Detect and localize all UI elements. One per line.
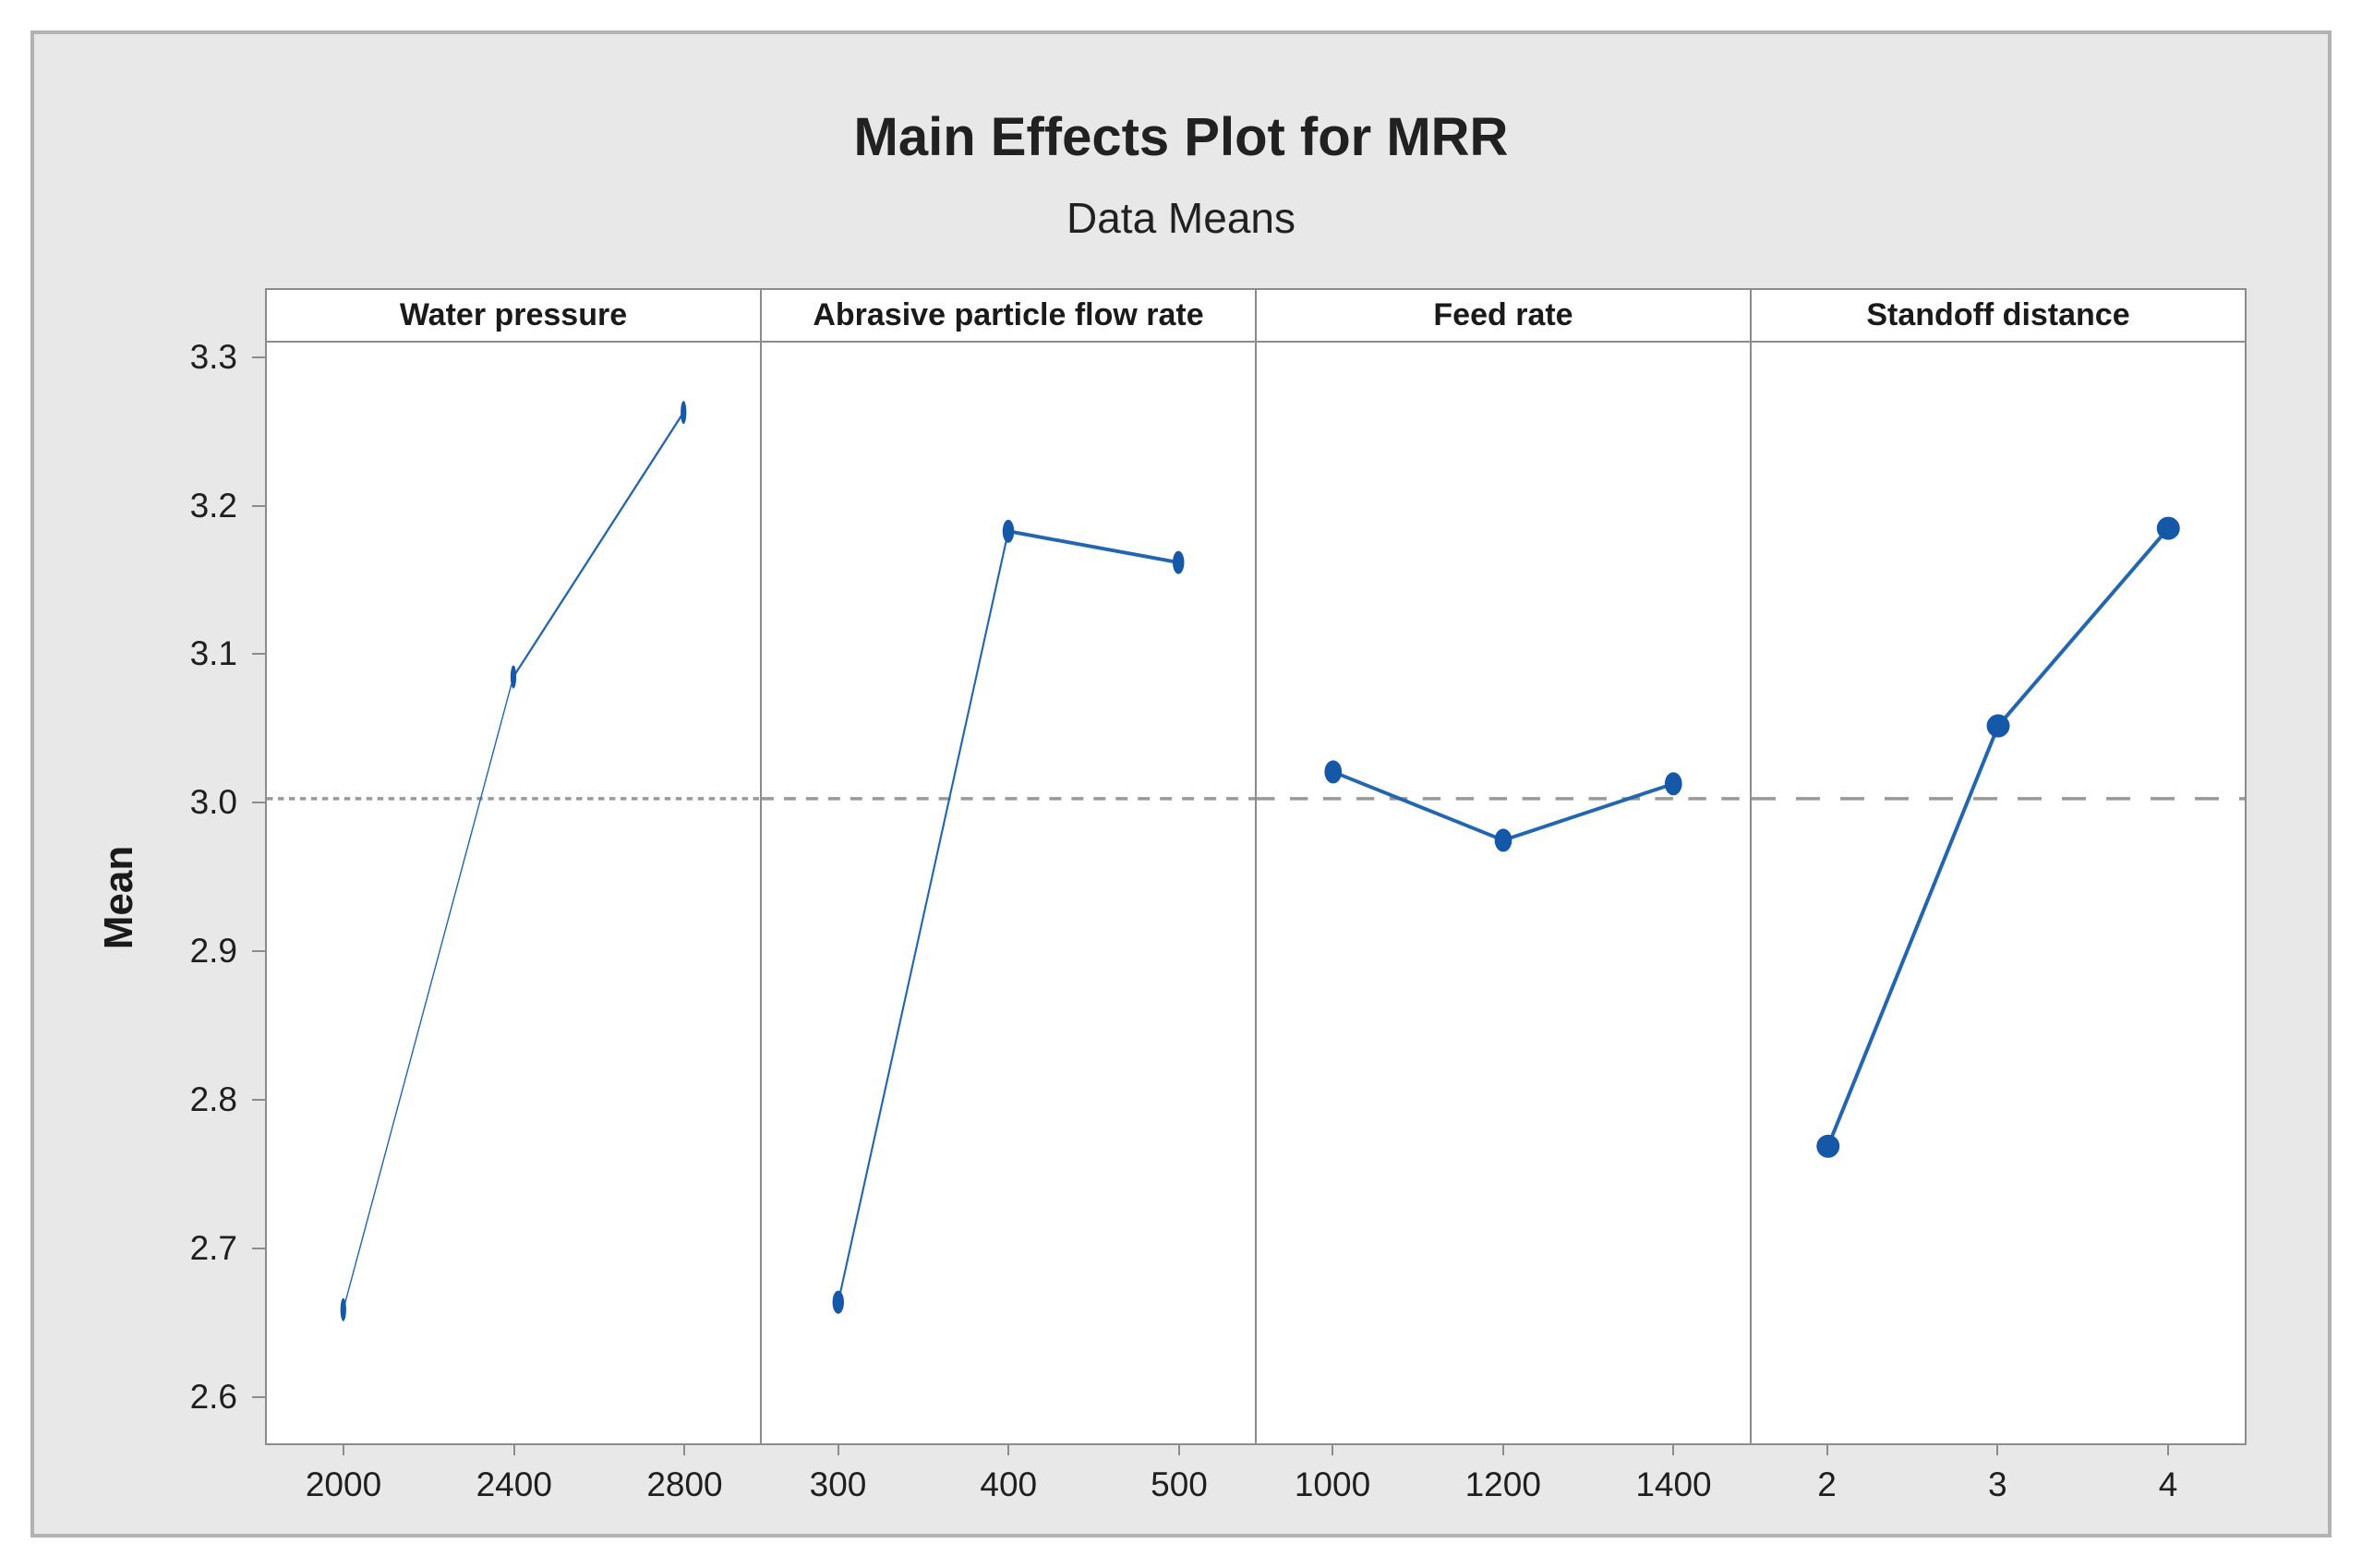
y-tick-label: 3.1: [189, 634, 237, 673]
y-tick-mark: [252, 1395, 265, 1398]
data-point-marker: [1664, 772, 1682, 796]
panel-header: Feed rate: [1257, 290, 1750, 343]
panel-header: Standoff distance: [1752, 290, 2245, 343]
x-tick-label: 1200: [1464, 1465, 1541, 1503]
mean-line-series: [343, 410, 684, 1311]
x-tick-label: 4: [2158, 1465, 2178, 1503]
panel-header: Water pressure: [267, 290, 760, 343]
panel-plot-region: [1752, 343, 2245, 1443]
panel-standoff-distance: Standoff distance: [1750, 290, 2245, 1443]
data-point-marker: [1986, 714, 2010, 738]
panel-plot-region: [762, 343, 1255, 1443]
x-tick-mark: [1501, 1443, 1504, 1455]
mean-line-series: [1826, 526, 2170, 1148]
x-tick-label: 300: [809, 1465, 867, 1503]
x-tick-mark: [1672, 1443, 1675, 1455]
data-point-marker: [1816, 1134, 1840, 1158]
panel-feed-rate: Feed rate: [1255, 290, 1750, 1443]
y-axis-title: Mean: [96, 845, 141, 950]
x-tick-mark: [1007, 1443, 1010, 1455]
x-tick-mark: [1332, 1443, 1333, 1455]
y-tick-mark: [252, 653, 265, 656]
panel-svg: [1257, 760, 1750, 852]
plot-area: Water pressure Abrasive particle flow rat…: [265, 288, 2247, 1445]
data-point-marker: [510, 665, 517, 689]
y-tick-label: 3.3: [189, 337, 237, 376]
x-tick-label: 2000: [305, 1465, 382, 1503]
data-point-marker: [1494, 828, 1512, 852]
chart-subtitle: Data Means: [1066, 194, 1295, 242]
x-tick-mark: [683, 1443, 686, 1455]
chart-canvas: Main Effects Plot for MRR Data Means Mea…: [30, 30, 2332, 1538]
x-tick-label: 400: [980, 1465, 1038, 1503]
x-tick-label: 1400: [1635, 1465, 1712, 1503]
x-tick-label: 500: [1151, 1465, 1208, 1503]
y-tick-mark: [252, 504, 265, 507]
mean-line-series: [837, 529, 1179, 1303]
y-tick-mark: [252, 356, 265, 358]
panel-svg: [762, 519, 1255, 1314]
x-tick-mark: [512, 1443, 515, 1455]
y-tick-mark: [252, 1247, 265, 1249]
panel-plot-region: [267, 343, 760, 1443]
y-tick-label: 2.7: [189, 1228, 237, 1267]
y-tick-label: 3.0: [189, 783, 237, 822]
y-tick-label: 3.2: [189, 486, 237, 525]
y-tick-mark: [252, 1099, 265, 1101]
panel-plot-region: [1257, 343, 1750, 1443]
data-point-marker: [681, 401, 687, 425]
y-tick-label: 2.8: [189, 1080, 237, 1118]
x-tick-label: 2800: [646, 1465, 723, 1503]
panel-header: Abrasive particle flow rate: [762, 290, 1255, 343]
x-tick-label: 2400: [476, 1465, 552, 1503]
panel-abrasive-particle-flow-rate: Abrasive particle flow rate: [760, 290, 1255, 1443]
data-point-marker: [340, 1297, 346, 1321]
data-point-marker: [1002, 519, 1015, 543]
panel-water-pressure: Water pressure: [267, 290, 760, 1443]
panel-svg: [267, 401, 760, 1321]
x-tick-mark: [1996, 1443, 1999, 1455]
y-tick-label: 2.9: [189, 932, 237, 971]
x-tick-mark: [837, 1443, 839, 1455]
y-tick-mark: [252, 950, 265, 953]
panel-svg: [1752, 516, 2245, 1158]
y-tick-mark: [252, 802, 265, 804]
x-tick-mark: [343, 1443, 344, 1455]
data-point-marker: [1324, 760, 1343, 784]
x-tick-label: 2: [1817, 1465, 1837, 1503]
chart-title: Main Effects Plot for MRR: [853, 107, 1509, 167]
x-tick-label: 3: [1987, 1465, 2007, 1503]
data-point-marker: [1172, 550, 1185, 574]
x-tick-mark: [1826, 1443, 1828, 1455]
data-point-marker: [832, 1290, 845, 1314]
x-tick-label: 1000: [1294, 1465, 1371, 1503]
data-point-marker: [2156, 516, 2180, 540]
x-tick-mark: [1177, 1443, 1180, 1455]
x-tick-mark: [2166, 1443, 2169, 1455]
y-tick-label: 2.6: [189, 1377, 237, 1416]
